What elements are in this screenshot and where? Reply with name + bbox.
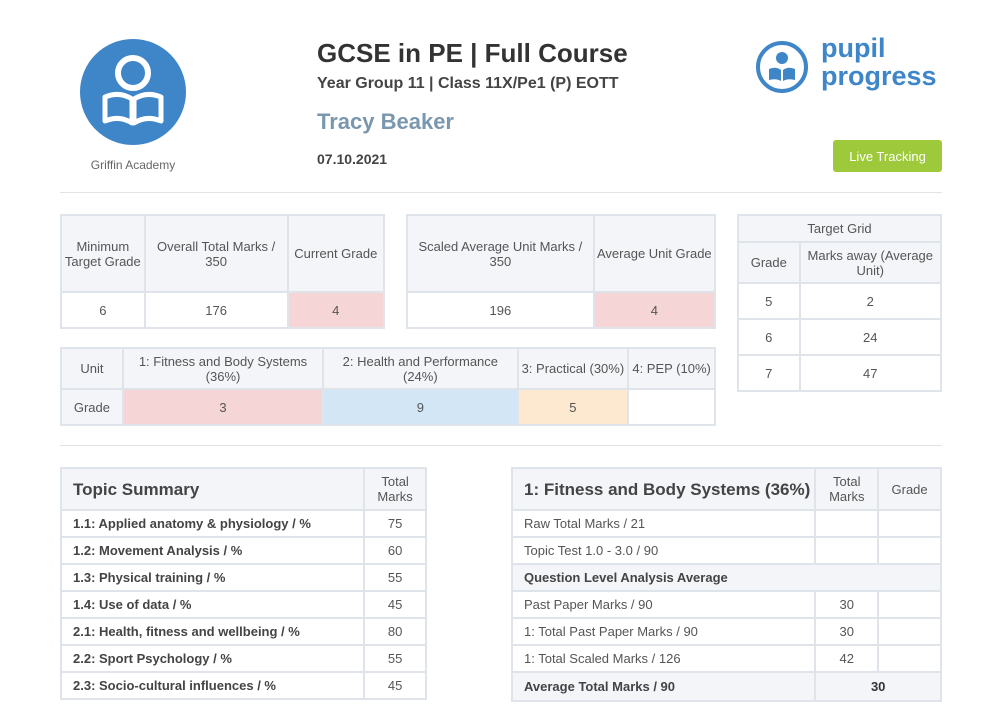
detail-grade xyxy=(877,617,942,646)
divider xyxy=(60,445,942,446)
summary-table-overall: Minimum Target Grade Overall Total Marks… xyxy=(60,214,386,329)
topic-value: 80 xyxy=(363,617,427,646)
school-logo xyxy=(80,39,186,145)
raw-total-value xyxy=(814,509,880,538)
topic-value: 75 xyxy=(363,509,427,538)
class-subtitle: Year Group 11 | Class 11X/Pe1 (P) EOTT xyxy=(317,75,619,92)
min-target-grade-value: 6 xyxy=(60,291,146,329)
average-total-label: Average Total Marks / 90 xyxy=(510,671,817,702)
average-unit-grade-header: Average Unit Grade xyxy=(592,214,717,293)
unit-grade-cell xyxy=(627,388,716,426)
topic-total-marks-header: Total Marks xyxy=(363,467,427,511)
unit-grades-table: Unit 1: Fitness and Body Systems (36%) 2… xyxy=(60,347,716,426)
topic-label: 1.1: Applied anatomy & physiology / % xyxy=(59,509,366,538)
detail-grade xyxy=(877,590,942,619)
topic-value: 45 xyxy=(363,590,427,619)
detail-label: 1: Total Scaled Marks / 126 xyxy=(510,644,817,673)
unit-row-label: Unit xyxy=(60,347,124,390)
min-target-grade-header: Minimum Target Grade xyxy=(60,214,146,293)
brand-line-1: pupil xyxy=(821,33,886,63)
unit-grade-cell: 9 xyxy=(322,388,519,426)
raw-total-label: Raw Total Marks / 21 xyxy=(510,509,817,538)
scaled-average-header: Scaled Average Unit Marks / 350 xyxy=(406,214,595,293)
topic-value: 45 xyxy=(363,671,427,700)
topic-label: 1.3: Physical training / % xyxy=(59,563,366,592)
detail-grade xyxy=(877,644,942,673)
page-title: GCSE in PE | Full Course xyxy=(317,38,628,68)
average-unit-grade-value: 4 xyxy=(592,291,717,329)
topic-value: 55 xyxy=(363,563,427,592)
detail-value: 30 xyxy=(814,590,880,619)
target-grid-marks-header: Marks away (Average Unit) xyxy=(798,241,943,284)
overall-total-header: Overall Total Marks / 350 xyxy=(143,214,289,293)
topic-label: 1.4: Use of data / % xyxy=(59,590,366,619)
unit-grade-cell: 3 xyxy=(121,388,325,426)
topic-label: 2.2: Sport Psychology / % xyxy=(59,644,366,673)
target-grid-grade-header: Grade xyxy=(737,241,801,284)
brand-line-2: progress xyxy=(821,61,937,91)
target-grade-cell: 6 xyxy=(737,318,801,356)
topic-summary-title: Topic Summary xyxy=(59,467,366,511)
school-name: Griffin Academy xyxy=(90,158,176,172)
topic-test-value xyxy=(814,536,880,565)
target-grid-table: Target Grid Grade Marks away (Average Un… xyxy=(737,214,943,392)
unit-total-marks-header: Total Marks xyxy=(814,467,880,511)
student-name: Tracy Beaker xyxy=(317,109,454,134)
unit-header: 4: PEP (10%) xyxy=(627,347,716,390)
topic-test-grade xyxy=(877,536,942,565)
topic-label: 1.2: Movement Analysis / % xyxy=(59,536,366,565)
detail-label: Past Paper Marks / 90 xyxy=(510,590,817,619)
report-date: 07.10.2021 xyxy=(317,151,388,167)
average-total-value: 30 xyxy=(814,671,942,702)
summary-table-scaled: Scaled Average Unit Marks / 350 Average … xyxy=(406,214,717,329)
topic-label: 2.3: Socio-cultural influences / % xyxy=(59,671,366,700)
brand-name: pupil progress xyxy=(821,34,937,90)
pupil-progress-logo-icon xyxy=(756,41,808,93)
unit-header: 1: Fitness and Body Systems (36%) xyxy=(121,347,325,390)
grade-row-label: Grade xyxy=(60,388,124,426)
live-tracking-button[interactable]: Live Tracking xyxy=(833,140,942,172)
topic-summary-table: Topic Summary Total Marks 1.1: Applied a… xyxy=(59,467,427,700)
unit-header: 3: Practical (30%) xyxy=(516,347,630,390)
topic-value: 55 xyxy=(363,644,427,673)
target-grid-title: Target Grid xyxy=(737,214,942,243)
detail-label: 1: Total Past Paper Marks / 90 xyxy=(510,617,817,646)
current-grade-header: Current Grade xyxy=(286,214,386,293)
target-grade-cell: 5 xyxy=(737,282,801,320)
target-grade-cell: 7 xyxy=(737,354,801,392)
topic-test-label: Topic Test 1.0 - 3.0 / 90 xyxy=(510,536,817,565)
topic-label: 2.1: Health, fitness and wellbeing / % xyxy=(59,617,366,646)
target-marks-cell: 2 xyxy=(798,282,943,320)
unit-detail-title: 1: Fitness and Body Systems (36%) xyxy=(510,467,817,511)
unit-grade-header: Grade xyxy=(877,467,942,511)
unit-header: 2: Health and Performance (24%) xyxy=(322,347,519,390)
target-marks-cell: 24 xyxy=(798,318,943,356)
reader-icon xyxy=(102,55,164,126)
raw-total-grade xyxy=(877,509,942,538)
detail-value: 30 xyxy=(814,617,880,646)
overall-total-value: 176 xyxy=(143,291,289,329)
current-grade-value: 4 xyxy=(286,291,386,329)
divider xyxy=(60,192,942,193)
target-marks-cell: 47 xyxy=(798,354,943,392)
topic-value: 60 xyxy=(363,536,427,565)
qla-section-header: Question Level Analysis Average xyxy=(511,563,942,592)
detail-value: 42 xyxy=(814,644,880,673)
unit-grade-cell: 5 xyxy=(516,388,630,426)
scaled-average-value: 196 xyxy=(406,291,595,329)
unit-detail-table: 1: Fitness and Body Systems (36%) Total … xyxy=(510,467,942,702)
